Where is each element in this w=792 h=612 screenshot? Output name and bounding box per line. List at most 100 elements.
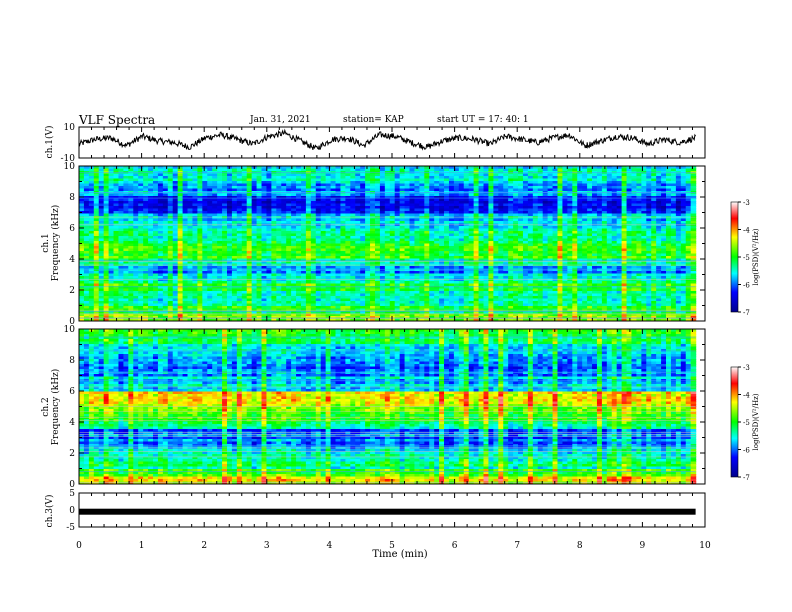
spectrogram-cell bbox=[562, 258, 568, 262]
spectrogram-cell bbox=[587, 176, 593, 180]
spectrogram-cell bbox=[370, 216, 376, 220]
spectrogram-cell bbox=[133, 168, 139, 172]
spectrogram-cell bbox=[493, 168, 499, 172]
spectrogram-cell bbox=[508, 196, 514, 200]
spectrogram-cell bbox=[207, 183, 213, 187]
spectrogram-cell bbox=[335, 226, 342, 230]
spectrogram-cell bbox=[222, 236, 228, 240]
spectrogram-cell bbox=[616, 221, 623, 225]
spectrogram-cell bbox=[222, 208, 228, 212]
spectrogram-cell bbox=[592, 218, 598, 222]
spectrogram-cell bbox=[468, 173, 475, 177]
spectrogram-cell bbox=[310, 218, 317, 222]
spectrogram-cell bbox=[572, 203, 578, 207]
spectrogram-cell bbox=[266, 238, 272, 242]
spectrogram-cell bbox=[488, 243, 494, 247]
spectrogram-cell bbox=[133, 241, 139, 245]
spectrogram-cell bbox=[690, 203, 697, 207]
spectrogram-cell bbox=[651, 241, 657, 245]
spectrogram-cell bbox=[636, 253, 642, 257]
spectrogram-cell bbox=[217, 186, 223, 190]
spectrogram-cell bbox=[611, 258, 618, 262]
spectrogram-cell bbox=[666, 231, 672, 235]
spectrogram-cell bbox=[256, 198, 263, 202]
spectrogram-cell bbox=[493, 208, 499, 212]
spectrogram-cell bbox=[251, 173, 258, 177]
spectrogram-cell bbox=[296, 253, 302, 257]
spectrogram-cell bbox=[468, 181, 475, 185]
spectrogram-cell bbox=[680, 261, 687, 265]
spectrogram-cell bbox=[128, 228, 134, 232]
spectrogram-cell bbox=[187, 261, 194, 265]
spectrogram-cell bbox=[103, 256, 110, 260]
spectrogram-cell bbox=[207, 216, 213, 220]
spectrogram-cell bbox=[582, 176, 588, 180]
spectrogram-cell bbox=[256, 238, 263, 242]
spectrogram-cell bbox=[246, 226, 253, 230]
spectrogram-cell bbox=[276, 241, 282, 245]
spectrogram-cell bbox=[508, 221, 514, 225]
spectrogram-cell bbox=[133, 261, 139, 265]
spectrogram-cell bbox=[478, 253, 485, 257]
spectrogram-cell bbox=[365, 258, 371, 262]
spectrogram-cell bbox=[286, 211, 292, 215]
spectrogram-cell bbox=[157, 258, 164, 262]
spectrogram-cell bbox=[587, 231, 593, 235]
spectrogram-cell bbox=[98, 206, 105, 210]
spectrogram-cell bbox=[587, 193, 593, 197]
spectrogram-cell bbox=[414, 211, 420, 215]
spectrogram-cell bbox=[532, 213, 539, 217]
spectrogram-cell bbox=[128, 243, 134, 247]
spectrogram-cell bbox=[143, 196, 149, 200]
spectrogram-cell bbox=[399, 198, 406, 202]
spectrogram-cell bbox=[330, 238, 337, 242]
spectrogram-cell bbox=[518, 203, 524, 207]
spectrogram-cell bbox=[404, 226, 411, 230]
spectrogram-cell bbox=[631, 258, 638, 262]
spectrogram-cell bbox=[162, 248, 169, 252]
spectrogram-cell bbox=[138, 206, 144, 210]
spectrogram-cell bbox=[404, 248, 411, 252]
spectrogram-cell bbox=[226, 258, 233, 262]
spectrogram-cell bbox=[419, 196, 425, 200]
spectrogram-cell bbox=[513, 228, 519, 232]
spectrogram-cell bbox=[286, 246, 292, 250]
spectrogram-cell bbox=[261, 246, 268, 250]
spectrogram-cell bbox=[483, 188, 490, 192]
spectrogram-cell bbox=[187, 218, 194, 222]
spectrogram-cell bbox=[128, 183, 134, 187]
spectrogram-cell bbox=[217, 228, 223, 232]
spectrogram-cell bbox=[315, 178, 322, 182]
spectrogram-cell bbox=[162, 186, 169, 190]
spectrogram-cell bbox=[656, 188, 662, 192]
spectrogram-cell bbox=[587, 183, 593, 187]
spectrogram-cell bbox=[266, 253, 272, 257]
spectrogram-cell bbox=[108, 193, 115, 197]
spectrogram-cell bbox=[685, 211, 692, 215]
spectrogram-cell bbox=[592, 208, 598, 212]
spectrogram-cell bbox=[231, 238, 238, 242]
spectrogram-cell bbox=[685, 228, 692, 232]
spectrogram-cell bbox=[251, 258, 258, 262]
spectrogram-cell bbox=[424, 251, 430, 255]
spectrogram-cell bbox=[123, 206, 129, 210]
spectrogram-cell bbox=[458, 178, 465, 182]
spectrogram-cell bbox=[631, 221, 638, 225]
spectrogram-cell bbox=[527, 208, 534, 212]
spectrogram-cell bbox=[212, 186, 218, 190]
spectrogram-cell bbox=[478, 183, 485, 187]
spectrogram-cell bbox=[172, 248, 179, 252]
spectrogram-cell bbox=[409, 168, 416, 172]
spectrogram-cell bbox=[177, 203, 184, 207]
spectrogram-cell bbox=[118, 206, 124, 210]
spectrogram-cell bbox=[133, 216, 139, 220]
spectrogram-cell bbox=[527, 176, 534, 180]
spectrogram-cell bbox=[685, 176, 692, 180]
spectrogram-cell bbox=[212, 243, 218, 247]
spectrogram-cell bbox=[656, 261, 662, 265]
spectrogram-cell bbox=[458, 241, 465, 245]
spectrogram-cell bbox=[690, 258, 697, 262]
spectrogram-cell bbox=[641, 198, 647, 202]
spectrogram-cell bbox=[123, 236, 129, 240]
spectrogram-cell bbox=[374, 226, 381, 230]
